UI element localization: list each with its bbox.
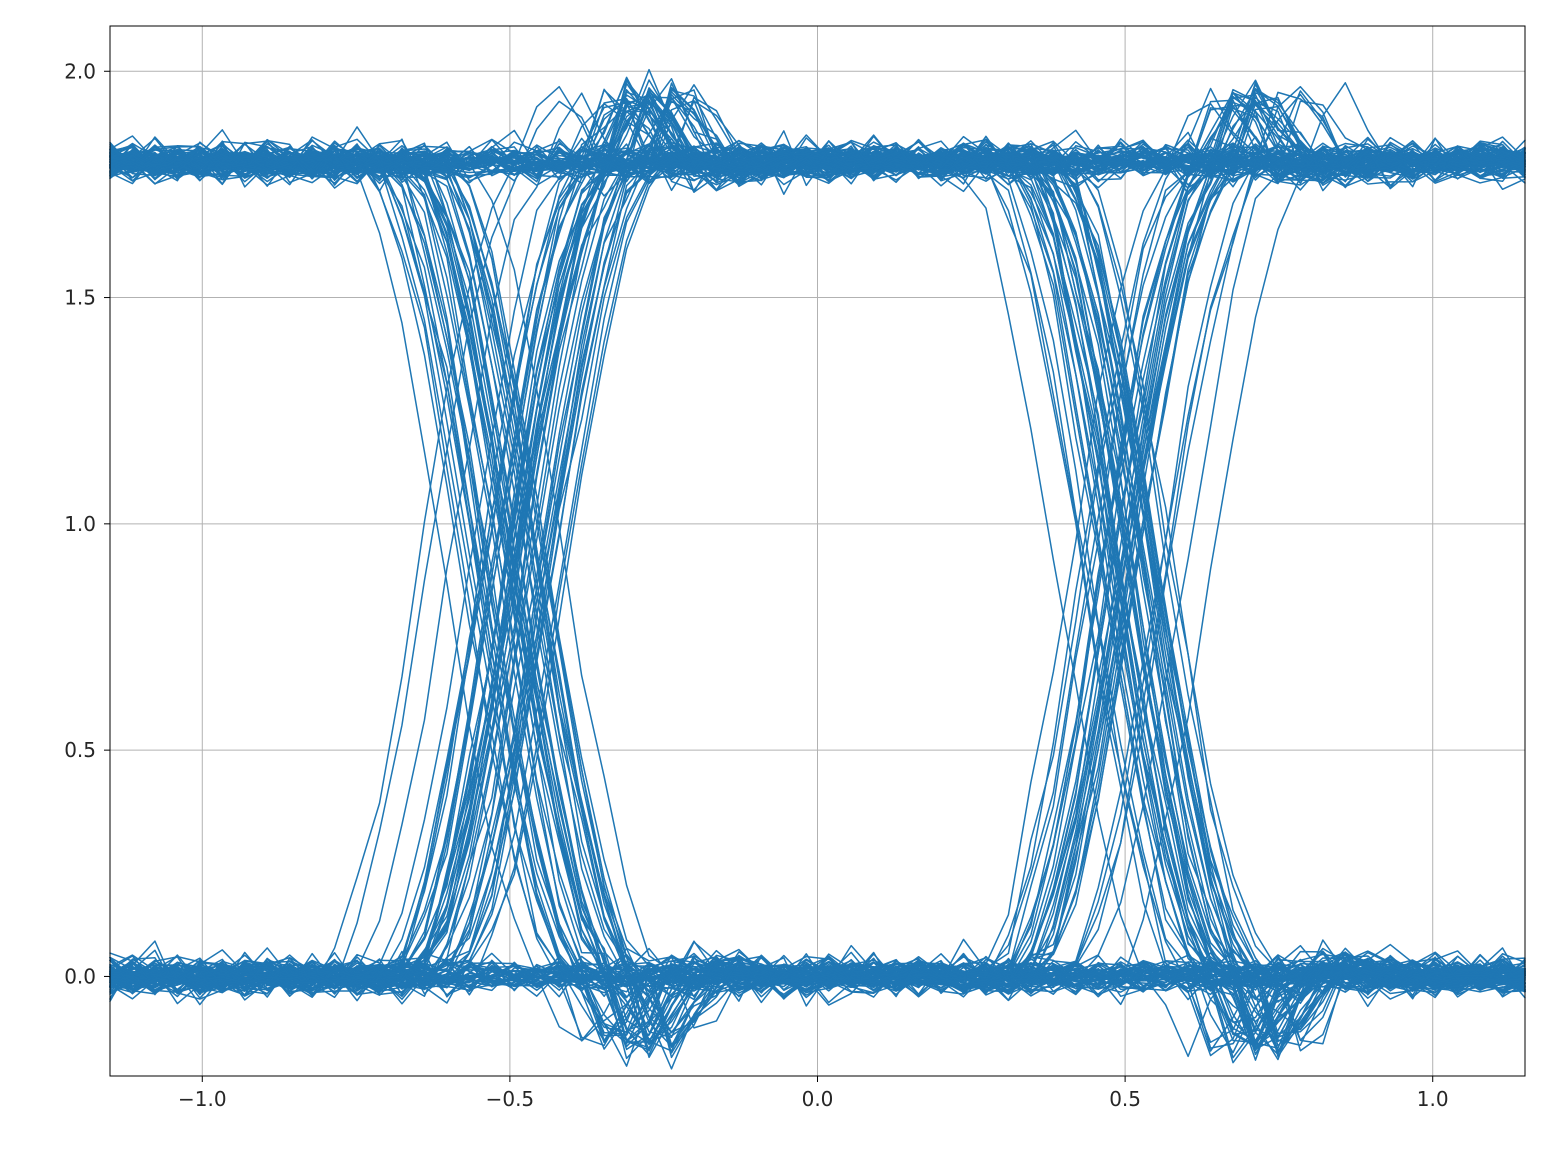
y-tick-label: 1.0 — [64, 512, 96, 536]
x-tick-label: −1.0 — [178, 1087, 227, 1111]
eye-diagram-chart: −1.0 −0.5 0.0 0.5 1.0 0.0 0.5 1.0 1.5 2.0 — [0, 0, 1557, 1162]
x-tick-label: 0.5 — [1109, 1087, 1141, 1111]
y-tick-label: 0.0 — [64, 964, 96, 988]
y-tick-label: 0.5 — [64, 738, 96, 762]
x-tick-label: 0.0 — [802, 1087, 834, 1111]
x-tick-label: −0.5 — [486, 1087, 535, 1111]
x-tick-label: 1.0 — [1417, 1087, 1449, 1111]
chart-svg: −1.0 −0.5 0.0 0.5 1.0 0.0 0.5 1.0 1.5 2.0 — [0, 0, 1557, 1162]
y-tick-label: 1.5 — [64, 286, 96, 310]
y-tick-label: 2.0 — [64, 59, 96, 83]
